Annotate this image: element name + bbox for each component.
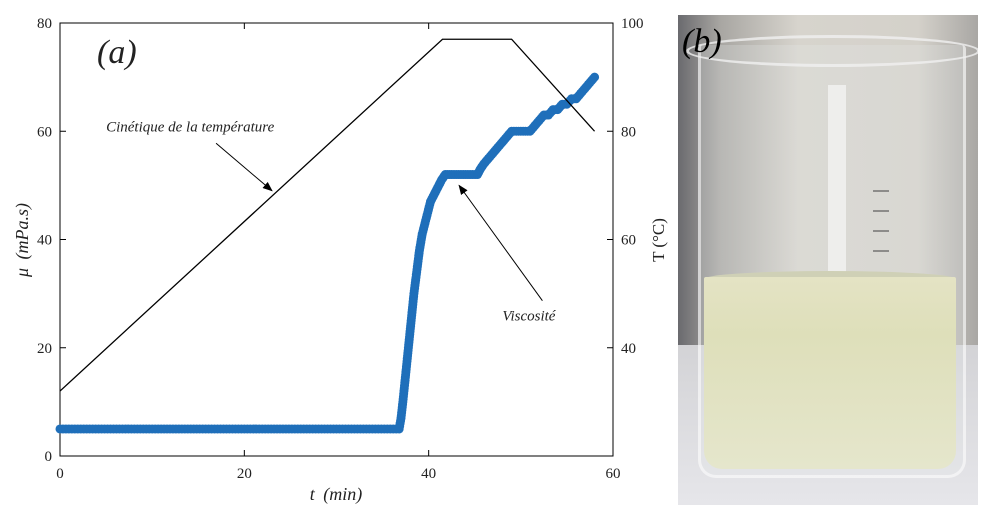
right-y-tick-label: 60 [621, 233, 636, 249]
graduation-mark [873, 210, 889, 212]
right-y-axis-ticks: 40 60 80 100 [607, 16, 644, 357]
right-y-axis-label: T (°C) [649, 218, 668, 262]
right-y-tick-label: 40 [621, 341, 636, 357]
annotation-arrow [215, 142, 273, 192]
viscosity-point [590, 72, 600, 82]
annotation-arrow [458, 184, 543, 301]
left-y-tick-label: 0 [45, 449, 53, 465]
left-y-axis-variable: μ [12, 268, 32, 278]
x-tick-label: 40 [421, 466, 436, 482]
right-y-tick-label: 80 [621, 124, 636, 140]
x-axis-label: t (min) [310, 484, 363, 505]
left-y-tick-label: 40 [37, 233, 52, 249]
left-y-tick-label: 80 [37, 16, 52, 32]
x-tick-label: 20 [237, 466, 252, 482]
panel-a-label: (a) [97, 34, 137, 71]
left-y-axis-unit: (mPa.s) [12, 203, 33, 260]
series-layer [55, 38, 600, 434]
left-y-tick-label: 60 [37, 124, 52, 140]
right-y-tick-label: 100 [621, 16, 644, 32]
viscosity-annotation: Viscosité [502, 309, 556, 325]
beaker-photo: (b) [678, 15, 978, 505]
x-axis-unit: (min) [323, 484, 362, 505]
glass-reflection [828, 85, 846, 285]
x-axis-variable: t [310, 484, 316, 504]
graduation-mark [873, 190, 889, 192]
left-y-axis-label: μ (mPa.s) [12, 203, 33, 278]
x-axis-ticks: 0 20 40 60 [56, 23, 621, 482]
x-tick-label: 60 [606, 466, 621, 482]
graduation-mark [873, 250, 889, 252]
graduation-mark [873, 230, 889, 232]
temperature-line [59, 38, 596, 392]
annotation-layer: Cinétique de la température Viscosité [106, 119, 557, 324]
left-y-axis-ticks: 0 20 40 60 80 [37, 16, 66, 465]
viscosity-temperature-chart: 0 20 40 60 0 20 40 60 80 40 60 80 100 Cinétique de… [12, 16, 668, 505]
panel-b-label: (b) [682, 23, 722, 60]
viscosity-series [55, 72, 600, 434]
left-y-tick-label: 20 [37, 341, 52, 357]
beaker-rim [686, 35, 978, 67]
plot-frame [59, 22, 614, 457]
pale-yellow-liquid [704, 277, 956, 469]
temperature-annotation: Cinétique de la température [106, 119, 274, 135]
x-tick-label: 0 [56, 466, 64, 482]
